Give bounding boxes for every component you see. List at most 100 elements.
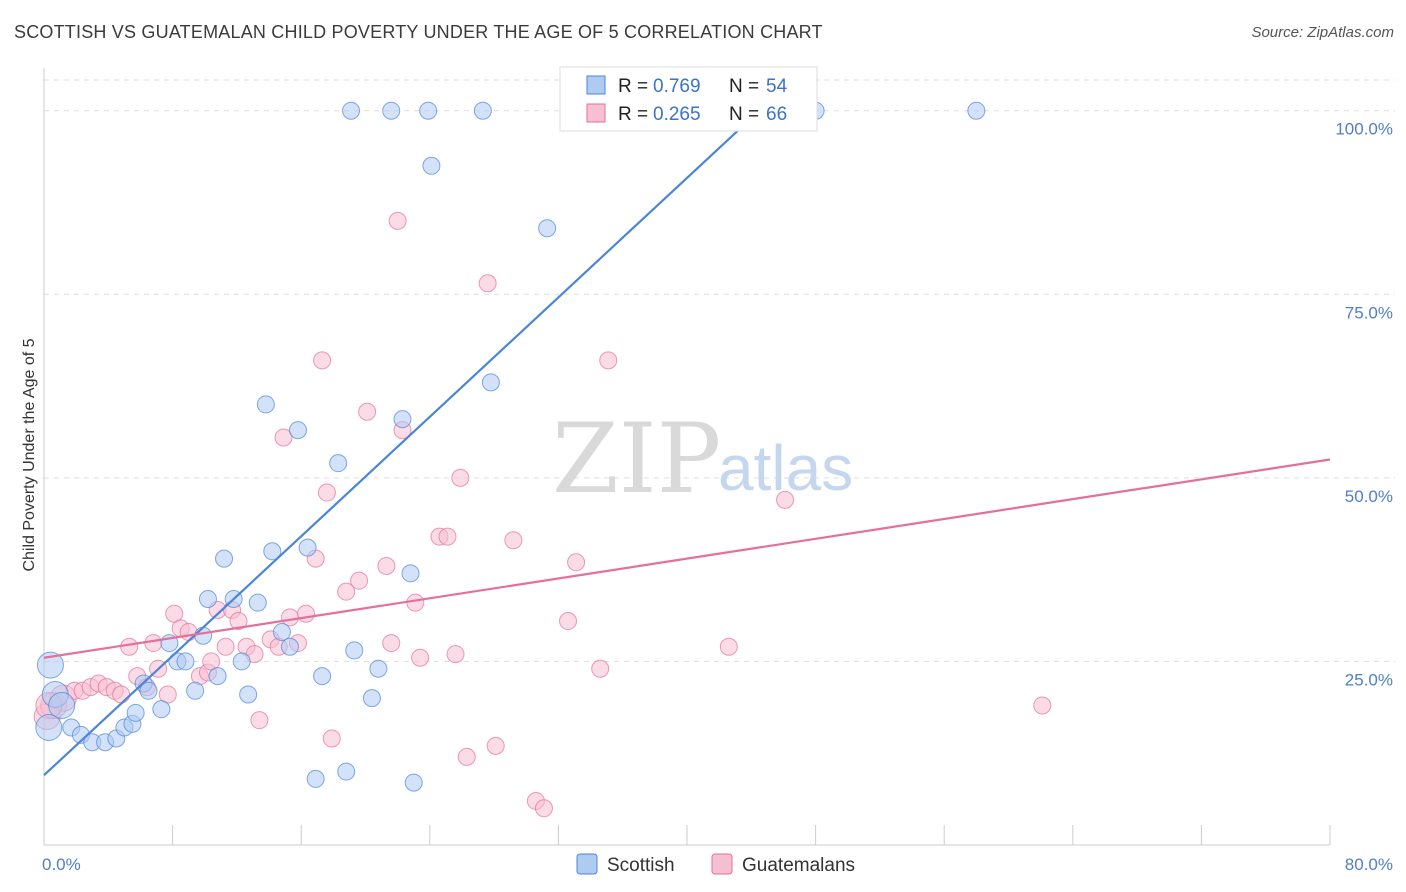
legend-n-label-1: N = (729, 76, 759, 97)
point-scottish-10 (126, 703, 145, 722)
point-scottish-21 (215, 549, 234, 568)
point-guatemalans-39 (337, 582, 356, 601)
point-scottish-0 (36, 651, 64, 679)
point-scottish-38 (369, 659, 388, 678)
series-guatemalans (33, 211, 1052, 818)
point-scottish-23 (232, 652, 251, 671)
legend-r-value-2: 0.265 (653, 104, 701, 125)
point-guatemalans-49 (438, 527, 457, 546)
y-tick-label-0: 25.0% (1345, 670, 1393, 689)
bottom-legend-scottish: Scottish (607, 855, 675, 876)
legend-r-label-1: R = (618, 76, 648, 97)
point-scottish-36 (345, 641, 364, 660)
point-scottish-33 (313, 667, 332, 686)
point-guatemalans-55 (504, 531, 523, 550)
point-guatemalans-42 (377, 556, 396, 575)
legend-swatch-scottish (586, 75, 606, 95)
point-guatemalans-40 (350, 571, 369, 590)
point-guatemalans-54 (486, 736, 505, 755)
point-guatemalans-60 (591, 659, 610, 678)
point-guatemalans-63 (776, 490, 795, 509)
legend-n-label-2: N = (729, 104, 759, 125)
bottom-legend-swatch-guatemalans (711, 853, 733, 875)
tick-labels: 25.0% 50.0% 75.0% 100.0% 0.0% 80.0% (42, 120, 1393, 874)
legend-r-label-2: R = (618, 104, 648, 125)
point-guatemalans-34 (297, 604, 316, 623)
point-guatemalans-59 (567, 553, 586, 572)
point-guatemalans-61 (599, 351, 618, 370)
point-scottish-18 (194, 626, 213, 645)
point-guatemalans-52 (457, 747, 476, 766)
x-tick-label-0: 0.0% (42, 855, 81, 874)
point-guatemalans-53 (478, 274, 497, 293)
point-scottish-20 (208, 667, 227, 686)
point-guatemalans-64 (1033, 696, 1052, 715)
y-tick-label-2: 75.0% (1345, 303, 1393, 322)
point-scottish-26 (256, 395, 275, 414)
point-scottish-24 (239, 685, 258, 704)
trend-line-guatemalans (43, 458, 1331, 659)
point-scottish-41 (404, 773, 423, 792)
trend-lines (43, 109, 1331, 777)
point-scottish-27 (263, 542, 282, 561)
point-scottish-39 (393, 410, 412, 429)
legend-n-value-2: 66 (766, 104, 787, 125)
bottom-legend-guatemalans: Guatemalans (742, 855, 855, 876)
point-scottish-17 (186, 681, 205, 700)
point-scottish-47 (419, 101, 438, 120)
watermark: ZIP atlas (552, 403, 853, 515)
legend-swatch-guatemalans (586, 103, 606, 123)
point-guatemalans-47 (411, 648, 430, 667)
legend-n-value-1: 54 (766, 76, 788, 97)
point-scottish-45 (342, 101, 361, 120)
point-scottish-28 (272, 623, 291, 642)
point-guatemalans-51 (451, 468, 470, 487)
y-tick-label-3: 100.0% (1335, 120, 1393, 139)
point-guatemalans-13 (144, 634, 163, 653)
point-guatemalans-43 (382, 634, 401, 653)
point-scottish-48 (473, 101, 492, 120)
point-guatemalans-28 (250, 711, 269, 730)
x-tick-label-1: 80.0% (1345, 855, 1393, 874)
point-scottish-52 (967, 101, 986, 120)
point-scottish-13 (152, 700, 171, 719)
point-scottish-43 (481, 373, 500, 392)
bottom-legend-swatch-scottish (576, 853, 598, 875)
point-guatemalans-50 (446, 645, 465, 664)
point-scottish-37 (362, 689, 381, 708)
y-axis-label: Child Poverty Under the Age of 5 (21, 338, 38, 571)
point-scottish-25 (248, 593, 267, 612)
y-tick-label-1: 50.0% (1345, 487, 1393, 506)
point-guatemalans-57 (534, 799, 553, 818)
point-scottish-16 (176, 652, 195, 671)
point-guatemalans-44 (388, 211, 407, 230)
trend-line-scottish (43, 109, 761, 777)
grid-lines (44, 79, 1395, 662)
point-scottish-29 (280, 637, 299, 656)
legend-r-value-1: 0.769 (653, 76, 701, 97)
point-scottish-35 (337, 762, 356, 781)
point-scottish-12 (139, 681, 158, 700)
point-guatemalans-62 (719, 637, 738, 656)
point-scottish-44 (538, 219, 557, 238)
point-guatemalans-10 (120, 637, 139, 656)
point-guatemalans-46 (406, 593, 425, 612)
point-guatemalans-37 (317, 483, 336, 502)
point-scottish-32 (306, 769, 325, 788)
point-scottish-42 (422, 156, 441, 175)
point-scottish-30 (288, 421, 307, 440)
point-guatemalans-41 (358, 402, 377, 421)
point-guatemalans-25 (229, 612, 248, 631)
watermark-zip: ZIP (552, 403, 721, 515)
point-guatemalans-58 (559, 612, 578, 631)
point-scottish-31 (298, 538, 317, 557)
chart-title: SCOTTISH VS GUATEMALAN CHILD POVERTY UND… (14, 22, 823, 42)
correlation-legend: R = 0.769 N = 54 R = 0.265 N = 66 (559, 66, 818, 132)
point-scottish-53 (35, 714, 63, 742)
source-label: Source: ZipAtlas.com (1251, 24, 1394, 41)
point-scottish-34 (329, 454, 348, 473)
point-scottish-2 (48, 691, 76, 719)
point-guatemalans-9 (112, 685, 131, 704)
point-scottish-46 (382, 101, 401, 120)
